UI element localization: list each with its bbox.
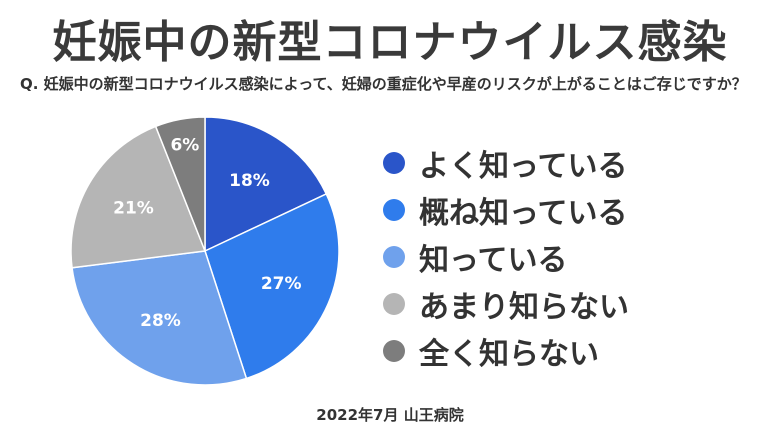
source-note: 2022年7月 山王病院	[316, 406, 464, 424]
legend-label: 概ね知っている	[419, 195, 628, 231]
slice-value-label: 18%	[229, 171, 270, 191]
legend-item: 概ね知っている	[383, 186, 629, 233]
legend-item: あまり知らない	[383, 280, 629, 327]
legend-label: 知っている	[419, 242, 568, 278]
legend-swatch-icon	[383, 151, 405, 174]
slice-value-label: 6%	[170, 136, 199, 156]
legend-swatch-icon	[383, 339, 405, 362]
chart-legend: よく知っている 概ね知っている 知っている あまり知らない 全く知らない	[383, 139, 629, 374]
slice-value-label: 21%	[113, 199, 154, 219]
pie-slice	[204, 192, 340, 380]
legend-swatch-icon	[383, 292, 405, 315]
slice-value-label: 28%	[140, 311, 181, 331]
pie-slice	[70, 125, 207, 269]
pie-slice	[71, 250, 248, 386]
legend-label: あまり知らない	[419, 289, 629, 325]
chart-title: 妊娠中の新型コロナウイルス感染	[52, 17, 728, 68]
pie-slice	[154, 116, 206, 252]
legend-swatch-icon	[383, 245, 405, 268]
slice-value-label: 27%	[261, 274, 302, 294]
legend-label: よく知っている	[419, 148, 628, 184]
legend-swatch-icon	[383, 198, 405, 221]
survey-question: Q. 妊娠中の新型コロナウイルス感染によって、妊婦の重症化や早産のリスクが上がる…	[20, 75, 747, 93]
pie-slice	[204, 116, 328, 253]
legend-item: よく知っている	[383, 139, 629, 186]
legend-item: 全く知らない	[383, 327, 629, 374]
legend-label: 全く知らない	[419, 336, 599, 372]
legend-item: 知っている	[383, 233, 629, 280]
